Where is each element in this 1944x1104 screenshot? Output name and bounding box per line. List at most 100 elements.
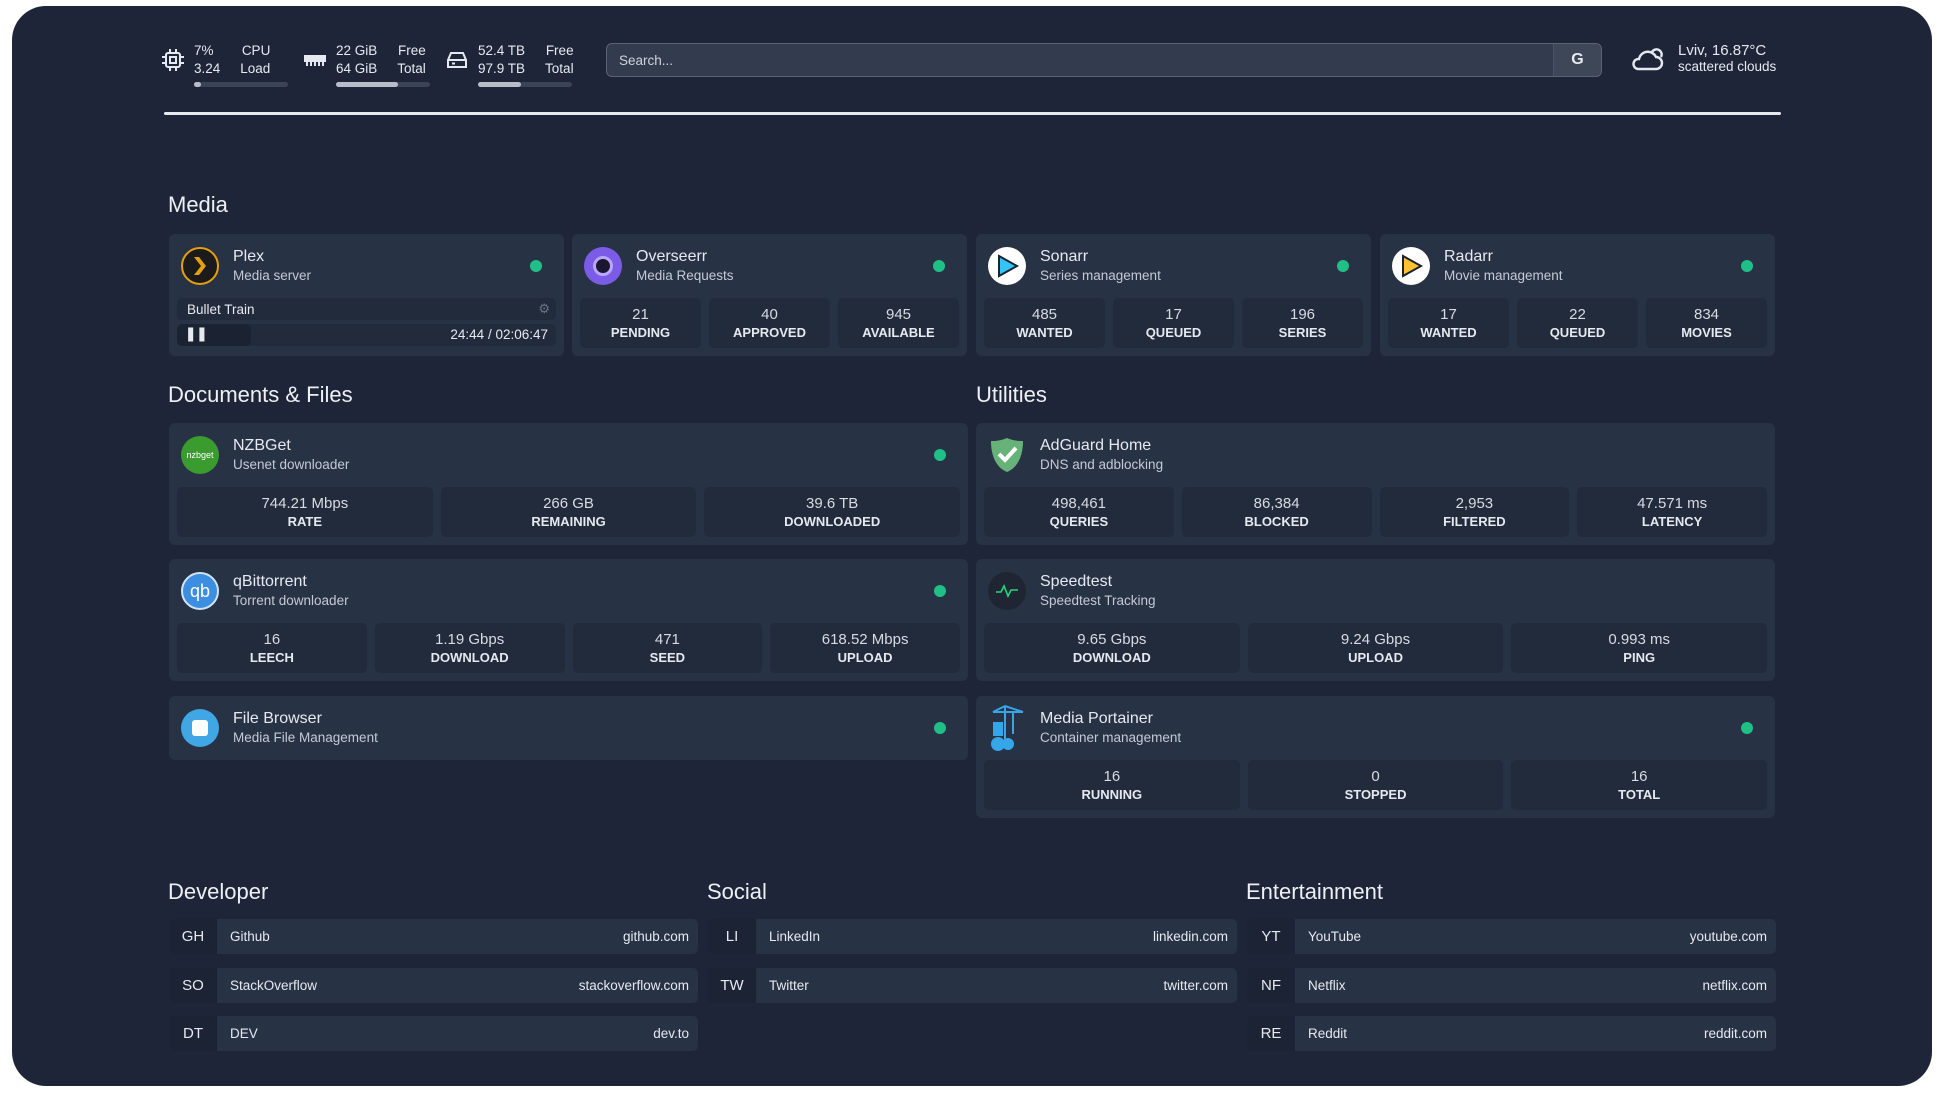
nzbget-card[interactable]: nzbget NZBGet Usenet downloader 744.21 Mbp… bbox=[169, 423, 968, 545]
speedtest-card[interactable]: Speedtest Speedtest Tracking 9.65 Gbps DOW… bbox=[976, 559, 1775, 681]
stat-label: QUEUED bbox=[1145, 325, 1202, 340]
stat-value: 0 bbox=[1371, 768, 1380, 785]
stat-label: DOWNLOADED bbox=[784, 514, 881, 529]
stat-label: QUEUED bbox=[1549, 325, 1606, 340]
stat-value: 21 bbox=[632, 306, 649, 323]
stat-value: 16 bbox=[263, 631, 281, 648]
stat-movies: 834 MOVIES bbox=[1646, 298, 1767, 348]
search-engine-button[interactable]: G bbox=[1553, 44, 1601, 76]
bookmark-stackoverflow[interactable]: SO StackOverflow stackoverflow.com bbox=[169, 967, 698, 1003]
stat-value: 1.19 Gbps bbox=[435, 631, 505, 648]
stat-label: AVAILABLE bbox=[862, 325, 935, 340]
stat-blocked: 86,384 BLOCKED bbox=[1181, 487, 1372, 537]
stat-label: PENDING bbox=[610, 325, 671, 340]
bookmark-name: StackOverflow bbox=[230, 977, 318, 993]
stat-value: 86,384 bbox=[1253, 495, 1300, 512]
stats-row: 17 WANTED 22 QUEUED 834 MOVIES bbox=[1388, 298, 1767, 348]
cloud-sun-icon bbox=[1632, 48, 1664, 71]
stats-row: 16 LEECH 1.19 Gbps DOWNLOAD 471 SEED 618.52 Mb… bbox=[177, 623, 960, 673]
playback-progress[interactable]: ❚❚ 24:44 / 02:06:47 bbox=[177, 324, 556, 346]
stat-value: 834 bbox=[1693, 306, 1720, 323]
now-playing: Bullet Train ⚙ bbox=[177, 298, 556, 320]
section-social: Social bbox=[707, 879, 767, 904]
service-name: File Browser bbox=[233, 710, 322, 727]
portainer-card[interactable]: Media Portainer Container management 16 RU… bbox=[976, 696, 1775, 818]
stat-label: UPLOAD bbox=[837, 650, 893, 665]
status-dot bbox=[1741, 260, 1753, 272]
stat-download: 1.19 Gbps DOWNLOAD bbox=[374, 623, 565, 673]
bookmark-netflix[interactable]: NF Netflix netflix.com bbox=[1247, 967, 1776, 1003]
service-desc: Container management bbox=[1040, 730, 1182, 745]
bookmark-abbr: RE bbox=[1247, 1016, 1295, 1051]
bookmark-abbr: DT bbox=[169, 1016, 217, 1051]
service-name: NZBGet bbox=[233, 437, 291, 454]
stat-filtered: 2,953 FILTERED bbox=[1379, 487, 1570, 537]
stat-label: LATENCY bbox=[1641, 514, 1703, 529]
sonarr-card[interactable]: Sonarr Series management 485 WANTED 17 QUEUE… bbox=[976, 234, 1371, 356]
weather-widget: Lviv, 16.87°C scattered clouds bbox=[1630, 42, 1776, 74]
service-name: Overseerr bbox=[636, 248, 708, 265]
bookmark-reddit[interactable]: RE Reddit reddit.com bbox=[1247, 1016, 1776, 1051]
status-dot bbox=[933, 260, 945, 272]
service-desc: DNS and adblocking bbox=[1040, 457, 1164, 472]
service-name: qBittorrent bbox=[233, 573, 307, 590]
filebrowser-icon bbox=[181, 709, 219, 747]
plex-card[interactable]: Plex Media server Bullet Train ⚙ ❚❚ 24:44… bbox=[169, 234, 564, 356]
stat-label: RATE bbox=[287, 514, 323, 529]
stat-rate: 744.21 Mbps RATE bbox=[177, 487, 433, 537]
service-name: AdGuard Home bbox=[1040, 437, 1152, 454]
bookmark-dev[interactable]: DT DEV dev.to bbox=[169, 1016, 698, 1051]
stat-value: 16 bbox=[1630, 768, 1648, 785]
disk-widget: 52.4 TB Free 97.9 TB Total bbox=[446, 42, 574, 87]
stat-label: UPLOAD bbox=[1348, 650, 1403, 665]
settings-icon[interactable]: ⚙ bbox=[538, 301, 550, 316]
stat-value: 744.21 Mbps bbox=[261, 495, 349, 512]
portainer-icon bbox=[988, 705, 1026, 751]
service-desc: Usenet downloader bbox=[233, 457, 350, 472]
radarr-card[interactable]: Radarr Movie management 17 WANTED 22 QUEUED 8… bbox=[1380, 234, 1775, 356]
bookmark-linkedin[interactable]: LI LinkedIn linkedin.com bbox=[708, 919, 1237, 954]
bookmark-twitter[interactable]: TW Twitter twitter.com bbox=[708, 967, 1237, 1003]
stat-upload: 9.24 Gbps UPLOAD bbox=[1247, 623, 1504, 673]
memory-icon bbox=[304, 55, 326, 66]
qbittorrent-card[interactable]: qb qBittorrent Torrent downloader 16 LEECH 1… bbox=[169, 559, 968, 681]
stat-label: STOPPED bbox=[1344, 787, 1407, 802]
service-desc: Media server bbox=[233, 268, 312, 283]
stat-latency: 47.571 ms LATENCY bbox=[1577, 487, 1767, 537]
stat-label: PING bbox=[1623, 650, 1656, 665]
section-utilities: Utilities bbox=[976, 382, 1047, 407]
stat-ping: 0.993 ms PING bbox=[1511, 623, 1768, 673]
stat-value: 485 bbox=[1031, 306, 1058, 323]
search-input[interactable] bbox=[607, 44, 1553, 76]
header-divider bbox=[164, 112, 1781, 115]
pause-icon[interactable]: ❚❚ bbox=[185, 326, 208, 341]
total-label: Total bbox=[397, 61, 426, 76]
section-media: Media bbox=[168, 192, 228, 217]
stat-leech: 16 LEECH bbox=[177, 623, 367, 673]
bookmark-abbr: NF bbox=[1247, 967, 1295, 1003]
bookmark-name: Twitter bbox=[769, 977, 809, 993]
bookmark-url: github.com bbox=[622, 929, 689, 944]
filebrowser-card[interactable]: File Browser Media File Management bbox=[169, 696, 968, 760]
adguard-card[interactable]: AdGuard Home DNS and adblocking 498,461 QU… bbox=[976, 423, 1775, 545]
stat-label: RUNNING bbox=[1081, 787, 1143, 802]
bookmark-url: dev.to bbox=[653, 1026, 689, 1041]
section-documents: Documents & Files bbox=[168, 382, 353, 407]
stat-wanted: 485 WANTED bbox=[984, 298, 1105, 348]
bookmark-youtube[interactable]: YT YouTube youtube.com bbox=[1247, 919, 1776, 954]
stat-value: 498,461 bbox=[1051, 495, 1106, 512]
status-dot bbox=[1337, 260, 1349, 272]
bookmark-github[interactable]: GH Github github.com bbox=[169, 919, 698, 954]
memory-total: 64 GiB bbox=[336, 61, 378, 76]
stat-value: 945 bbox=[885, 306, 912, 323]
bookmark-url: twitter.com bbox=[1163, 977, 1228, 993]
overseerr-card[interactable]: Overseerr Media Requests 21 PENDING 40 APPRO… bbox=[572, 234, 967, 356]
adguard-icon bbox=[988, 436, 1026, 474]
stat-stopped: 0 STOPPED bbox=[1247, 760, 1504, 810]
service-desc: Media File Management bbox=[233, 730, 378, 745]
stats-row: 9.65 Gbps DOWNLOAD 9.24 Gbps UPLOAD 0.993 ms… bbox=[984, 623, 1768, 673]
bookmark-name: YouTube bbox=[1308, 929, 1362, 944]
disk-bar bbox=[478, 82, 572, 87]
service-desc: Torrent downloader bbox=[233, 593, 349, 608]
service-name: Radarr bbox=[1444, 248, 1493, 265]
